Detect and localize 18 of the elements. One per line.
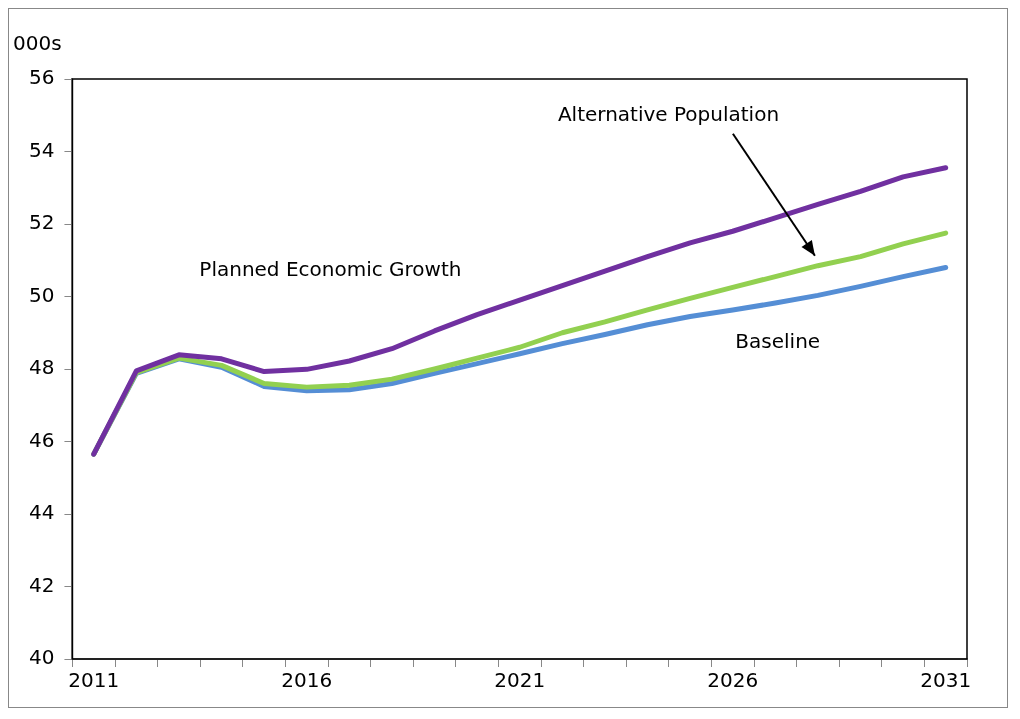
- y-tick-label: 46: [29, 427, 55, 452]
- y-axis-title: 000s: [13, 31, 62, 56]
- x-tick-label: 2026: [707, 668, 759, 693]
- y-tick-label: 40: [29, 645, 55, 670]
- y-tick-label: 48: [29, 355, 55, 380]
- x-tick-label: 2016: [281, 668, 333, 693]
- y-tick-label: 56: [29, 65, 55, 90]
- series-label: Baseline: [735, 329, 821, 354]
- text: Alternative Population: [557, 101, 780, 126]
- series-label: Planned Economic Growth: [199, 257, 462, 282]
- y-tick-label: 44: [29, 500, 55, 525]
- x-tick-label: 2021: [494, 668, 546, 693]
- y-tick-label: 52: [29, 210, 55, 235]
- x-tick-label: 2031: [920, 668, 972, 693]
- y-tick-label: 42: [29, 572, 55, 597]
- y-tick-label: 54: [29, 137, 55, 162]
- y-tick-label: 50: [29, 282, 55, 307]
- x-tick-label: 2011: [68, 668, 120, 693]
